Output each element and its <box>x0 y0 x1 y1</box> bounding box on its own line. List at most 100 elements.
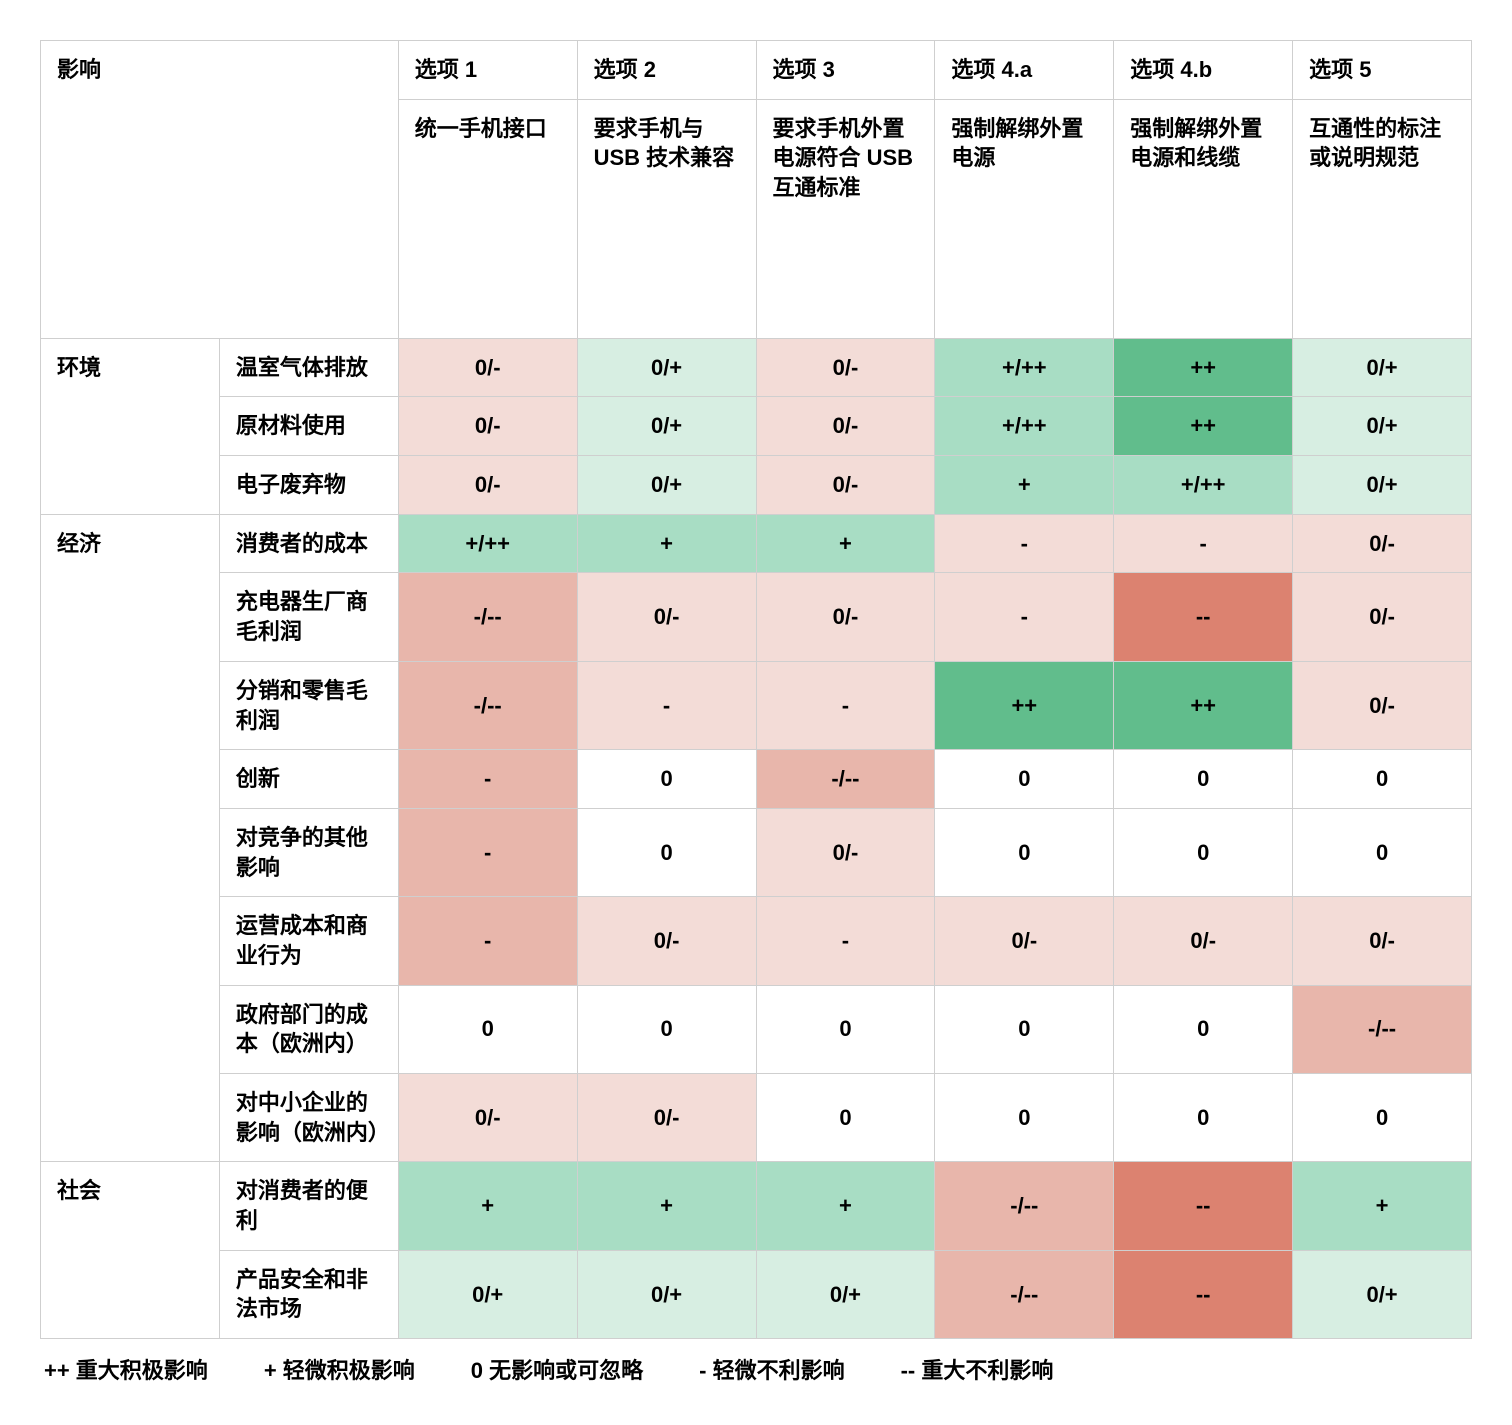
option-title: 选项 4.b <box>1114 41 1293 100</box>
option-subtitle: 强制解绑外置电源 <box>935 99 1114 338</box>
impact-cell: -/-- <box>1293 985 1472 1073</box>
impact-cell: 0 <box>935 750 1114 809</box>
option-title: 选项 4.a <box>935 41 1114 100</box>
impact-cell: 0 <box>1293 1074 1472 1162</box>
impact-cell: 0/- <box>577 1074 756 1162</box>
impact-cell: 0 <box>398 985 577 1073</box>
group-label: 社会 <box>41 1162 220 1339</box>
impact-cell: +/++ <box>935 397 1114 456</box>
option-title: 选项 1 <box>398 41 577 100</box>
group-label: 经济 <box>41 514 220 1162</box>
table-row: 经济消费者的成本+/++++--0/- <box>41 514 1472 573</box>
impact-cell: + <box>1293 1162 1472 1250</box>
impact-cell: +/++ <box>935 338 1114 397</box>
legend-item: ++ 重大积极影响 <box>44 1353 208 1385</box>
legend-item: -- 重大不利影响 <box>901 1353 1054 1385</box>
table-row: 电子废弃物0/-0/+0/-++/++0/+ <box>41 456 1472 515</box>
impact-cell: 0 <box>1293 750 1472 809</box>
impact-cell: 0 <box>1114 808 1293 896</box>
impact-cell: + <box>756 514 935 573</box>
option-subtitle: 统一手机接口 <box>398 99 577 338</box>
impact-cell: + <box>935 456 1114 515</box>
impact-cell: - <box>577 661 756 749</box>
impact-cell: 0 <box>935 808 1114 896</box>
impact-cell: -- <box>1114 1162 1293 1250</box>
impact-cell: 0 <box>1114 1074 1293 1162</box>
option-title: 选项 3 <box>756 41 935 100</box>
option-title: 选项 5 <box>1293 41 1472 100</box>
impact-cell: 0/- <box>398 397 577 456</box>
table-row: 原材料使用0/-0/+0/-+/++++0/+ <box>41 397 1472 456</box>
impact-header: 影响 <box>41 41 399 339</box>
impact-cell: ++ <box>1114 338 1293 397</box>
row-label: 政府部门的成本（欧洲内） <box>219 985 398 1073</box>
impact-cell: 0 <box>1293 808 1472 896</box>
row-label: 产品安全和非法市场 <box>219 1250 398 1338</box>
impact-cell: - <box>398 750 577 809</box>
table-row: 对中小企业的影响（欧洲内）0/-0/-0000 <box>41 1074 1472 1162</box>
legend-item: - 轻微不利影响 <box>699 1353 844 1385</box>
impact-cell: 0/- <box>398 1074 577 1162</box>
impact-cell: 0/+ <box>577 397 756 456</box>
impact-cell: 0 <box>756 985 935 1073</box>
impact-cell: + <box>577 514 756 573</box>
impact-cell: ++ <box>935 661 1114 749</box>
impact-cell: 0/+ <box>1293 456 1472 515</box>
impact-cell: ++ <box>1114 661 1293 749</box>
impact-cell: 0/- <box>1293 897 1472 985</box>
table-row: 运营成本和商业行为-0/--0/-0/-0/- <box>41 897 1472 985</box>
impact-cell: 0/- <box>756 397 935 456</box>
impact-cell: + <box>756 1162 935 1250</box>
impact-cell: 0 <box>577 750 756 809</box>
impact-cell: -- <box>1114 573 1293 661</box>
impact-cell: 0/- <box>1293 661 1472 749</box>
impact-cell: + <box>577 1162 756 1250</box>
impact-cell: 0 <box>1114 750 1293 809</box>
impact-cell: + <box>398 1162 577 1250</box>
impact-cell: 0/- <box>935 897 1114 985</box>
row-label: 对中小企业的影响（欧洲内） <box>219 1074 398 1162</box>
impact-cell: 0/- <box>577 897 756 985</box>
table-row: 充电器生厂商毛利润-/--0/-0/----0/- <box>41 573 1472 661</box>
row-label: 运营成本和商业行为 <box>219 897 398 985</box>
impact-cell: -/-- <box>935 1162 1114 1250</box>
option-subtitle: 互通性的标注或说明规范 <box>1293 99 1472 338</box>
impact-cell: -- <box>1114 1250 1293 1338</box>
option-subtitle: 强制解绑外置电源和线缆 <box>1114 99 1293 338</box>
option-subtitle: 要求手机与 USB 技术兼容 <box>577 99 756 338</box>
impact-cell: +/++ <box>1114 456 1293 515</box>
row-label: 温室气体排放 <box>219 338 398 397</box>
impact-cell: 0 <box>935 1074 1114 1162</box>
impact-cell: - <box>398 808 577 896</box>
table-row: 社会对消费者的便利+++-/----+ <box>41 1162 1472 1250</box>
impact-cell: -/-- <box>935 1250 1114 1338</box>
legend-item: 0 无影响或可忽略 <box>471 1353 643 1385</box>
row-label: 消费者的成本 <box>219 514 398 573</box>
impact-cell: - <box>756 661 935 749</box>
impact-cell: - <box>1114 514 1293 573</box>
impact-cell: 0/- <box>577 573 756 661</box>
impact-cell: 0/+ <box>398 1250 577 1338</box>
impact-cell: +/++ <box>398 514 577 573</box>
impact-cell: 0/- <box>1293 573 1472 661</box>
row-label: 分销和零售毛利润 <box>219 661 398 749</box>
table-row: 创新-0-/--000 <box>41 750 1472 809</box>
row-label: 对竞争的其他影响 <box>219 808 398 896</box>
impact-table: 影响 选项 1 选项 2 选项 3 选项 4.a 选项 4.b 选项 5 统一手… <box>40 40 1472 1339</box>
impact-cell: 0/- <box>398 456 577 515</box>
impact-cell: 0/- <box>756 808 935 896</box>
impact-cell: 0/- <box>756 573 935 661</box>
row-label: 原材料使用 <box>219 397 398 456</box>
impact-cell: 0/- <box>1114 897 1293 985</box>
table-row: 分销和零售毛利润-/----++++0/- <box>41 661 1472 749</box>
impact-cell: 0/+ <box>577 456 756 515</box>
option-title: 选项 2 <box>577 41 756 100</box>
table-row: 环境温室气体排放0/-0/+0/-+/++++0/+ <box>41 338 1472 397</box>
impact-cell: - <box>398 897 577 985</box>
impact-cell: 0/+ <box>1293 1250 1472 1338</box>
impact-cell: 0 <box>577 808 756 896</box>
table-row: 产品安全和非法市场0/+0/+0/+-/----0/+ <box>41 1250 1472 1338</box>
row-label: 充电器生厂商毛利润 <box>219 573 398 661</box>
impact-cell: 0/+ <box>1293 338 1472 397</box>
group-label: 环境 <box>41 338 220 514</box>
